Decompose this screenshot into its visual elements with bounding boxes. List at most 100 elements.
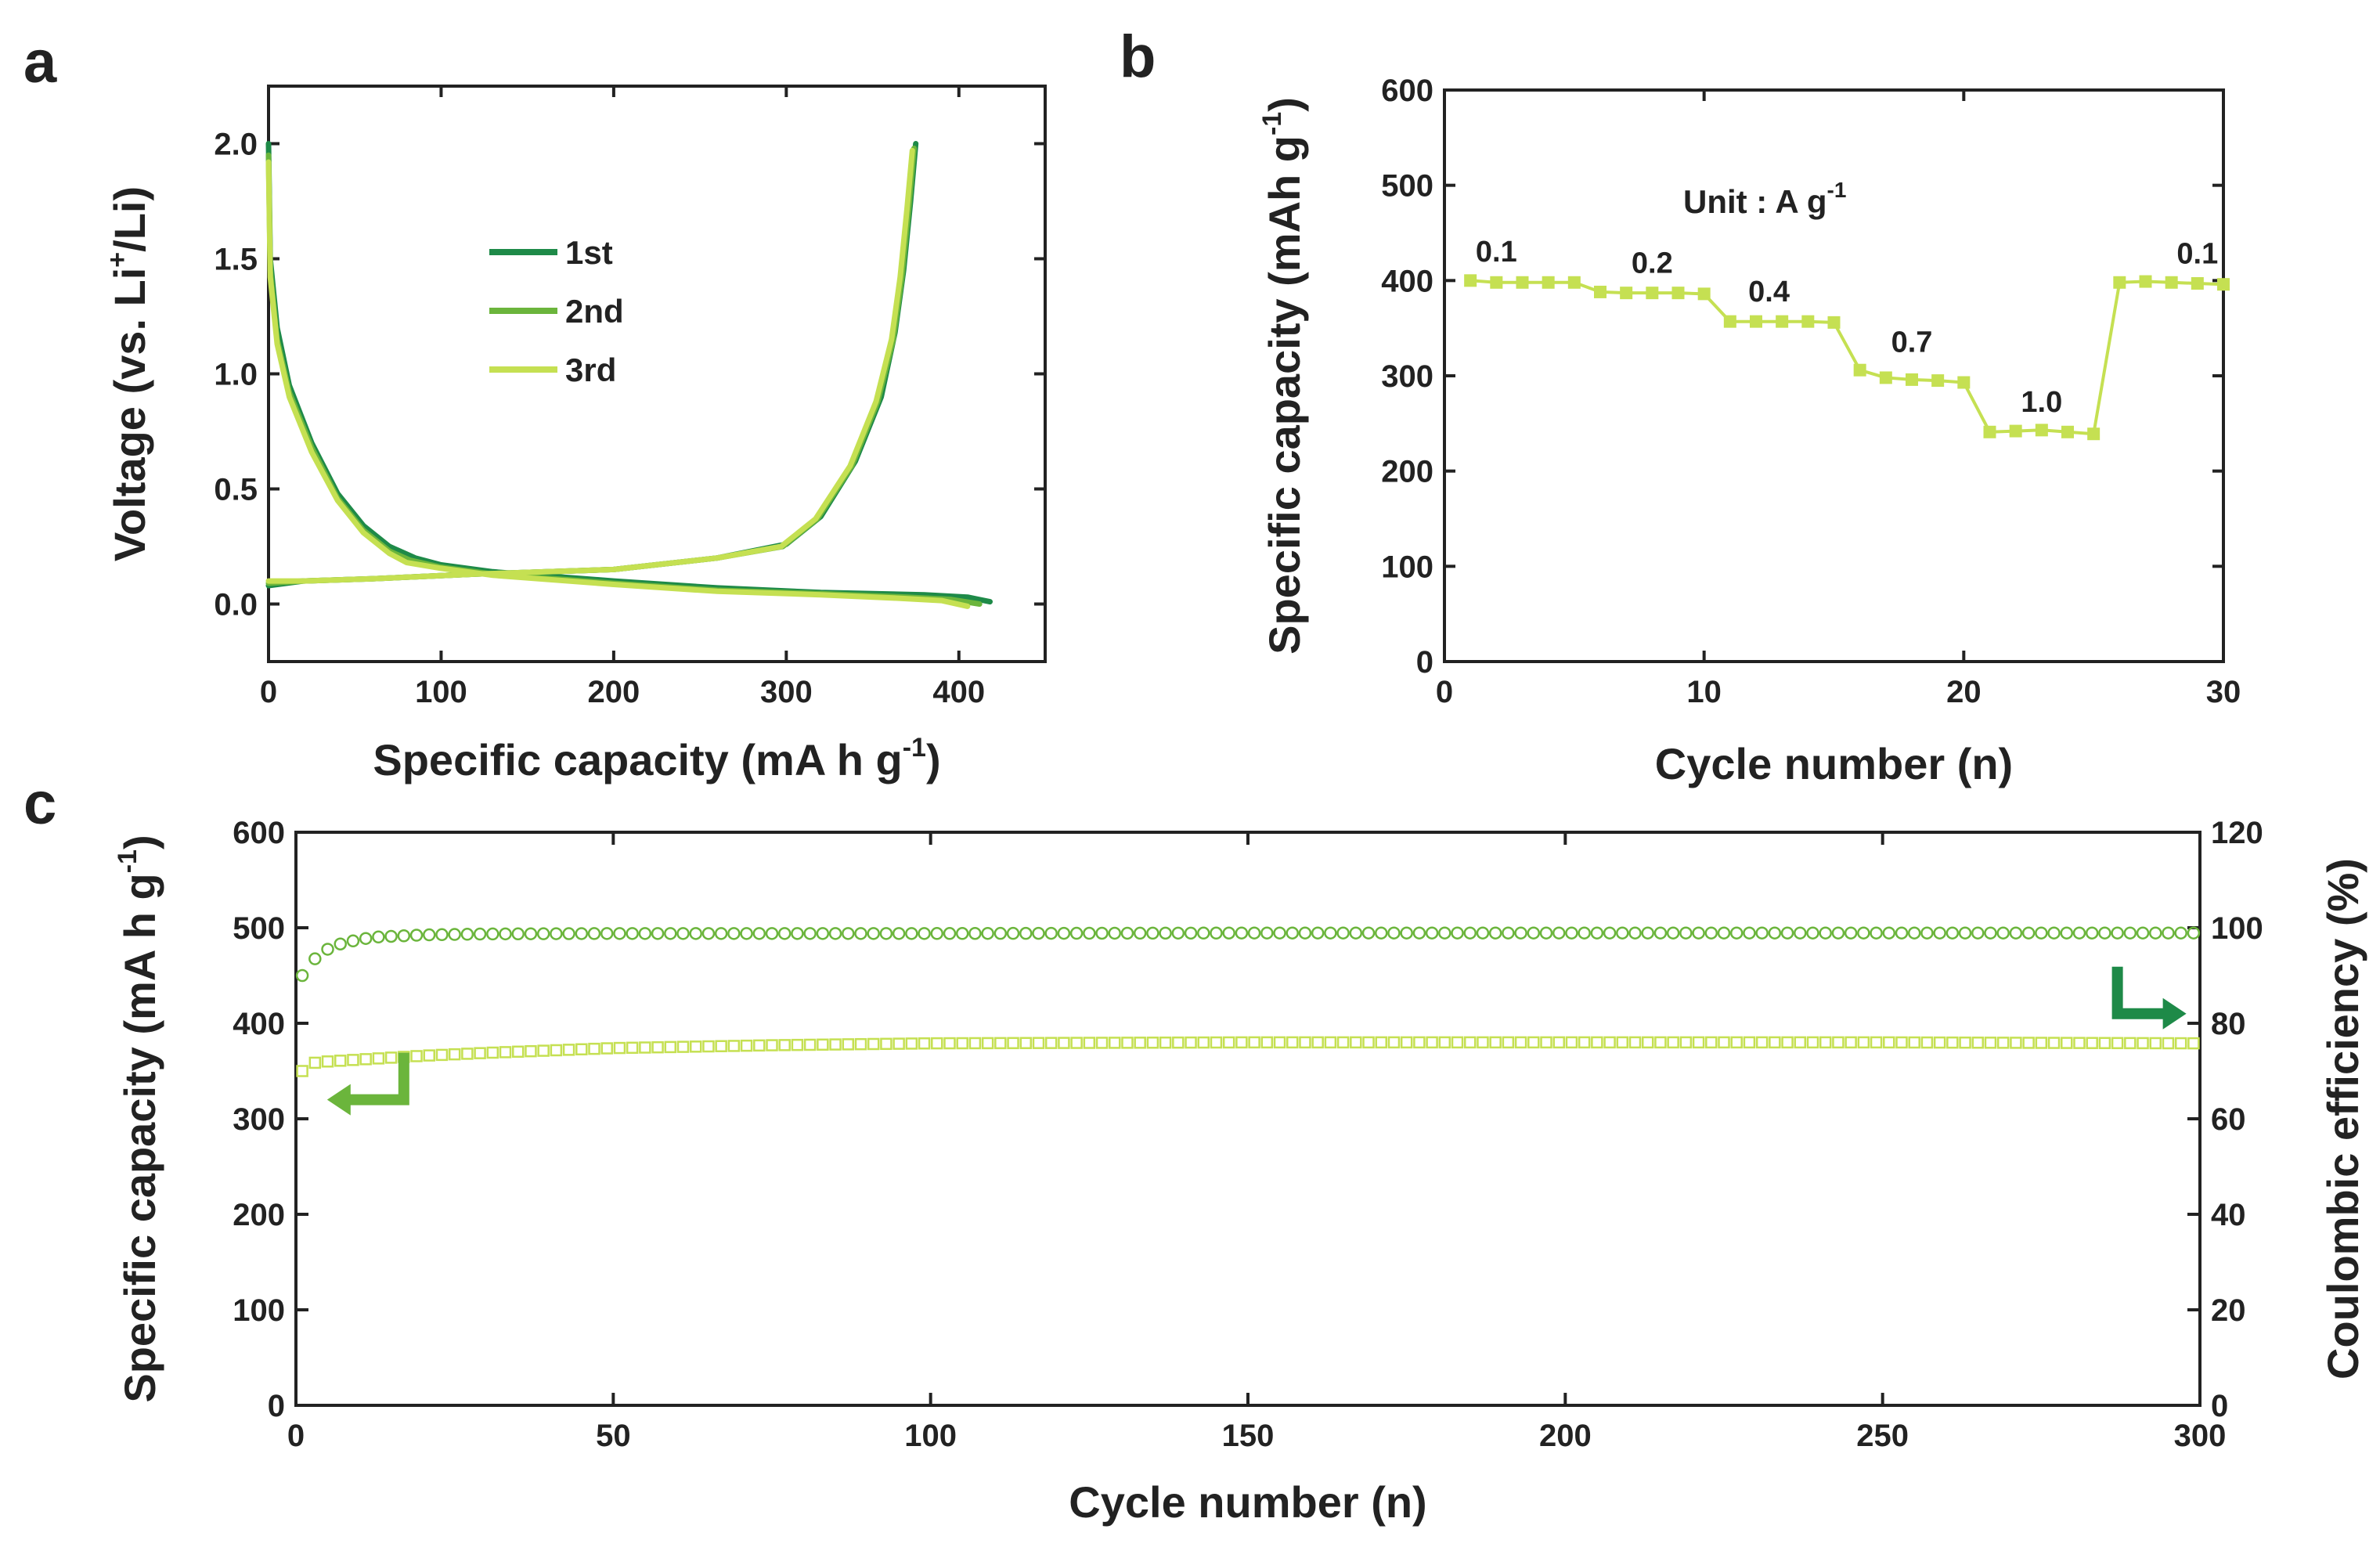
panel-c-capacity-marker: [423, 1049, 435, 1062]
panel-c-coulombic-efficiency-marker: [1184, 926, 1198, 940]
panel-c-capacity-marker: [1755, 1036, 1769, 1049]
panel-c-coulombic-efficiency-marker: [2136, 926, 2150, 939]
panel-c-capacity-marker: [626, 1041, 639, 1055]
panel-a-y-tick-label: 1.5: [214, 243, 258, 277]
panel-c-coulombic-efficiency-marker: [943, 927, 957, 940]
panel-c-coulombic-efficiency-marker: [1971, 926, 1985, 939]
panel-c-capacity-marker: [1870, 1036, 1883, 1049]
panel-b-capacity-marker: [2009, 424, 2022, 438]
panel-b-y-axis-title: Specific capacity (mAh g-1): [1257, 97, 1309, 655]
panel-c-coulombic-efficiency-marker: [1704, 926, 1718, 939]
panel-c-coulombic-efficiency-marker: [448, 928, 461, 941]
panel-c-y-tick-label: 300: [233, 1102, 285, 1137]
panel-b-capacity-marker: [1542, 276, 1555, 289]
panel-b-x-tick-label: 20: [1946, 675, 1982, 709]
panel-b-capacity-marker: [1906, 373, 1918, 386]
panel-b-capacity-marker: [1567, 276, 1581, 289]
panel-b-y-tick-label: 200: [1381, 455, 1433, 489]
panel-c-coulombic-efficiency-marker: [372, 930, 385, 944]
panel-c-coulombic-efficiency-marker: [346, 934, 360, 948]
panel-c-coulombic-efficiency-marker: [2162, 926, 2175, 939]
panel-c-coulombic-efficiency-marker: [2072, 926, 2086, 939]
panel-c-capacity-marker: [1007, 1037, 1019, 1050]
panel-a-y-axis-title-text: Voltage (vs. Li: [105, 268, 154, 561]
panel-c-capacity-marker: [511, 1045, 525, 1059]
panel-c-coulombic-efficiency-marker: [1945, 926, 1960, 939]
panel-c-capacity-marker: [1350, 1036, 1362, 1049]
panel-c-right-tick-label: 20: [2211, 1293, 2246, 1328]
panel-c-coulombic-efficiency-marker: [1374, 926, 1388, 939]
panel-c-coulombic-efficiency-marker: [1616, 926, 1629, 939]
panel-c-left-axis-arrowhead: [326, 1084, 351, 1116]
panel-c-left-axis-title-end: ): [115, 835, 164, 849]
panel-c-capacity-marker: [905, 1037, 918, 1050]
panel-c-capacity-marker: [1070, 1037, 1083, 1049]
panel-c-capacity-marker: [867, 1037, 880, 1051]
panel-c-capacity-marker: [1299, 1036, 1311, 1049]
panel-c-coulombic-efficiency-marker: [1729, 926, 1744, 939]
panel-c-capacity-marker: [1996, 1037, 2010, 1049]
panel-b-x-tick-label: 30: [2206, 675, 2241, 709]
panel-c-x-tick-label: 100: [904, 1419, 957, 1453]
panel-b-capacity-marker: [2087, 427, 2101, 441]
panel-c-capacity-marker: [435, 1048, 449, 1062]
panel-c-capacity-marker: [347, 1054, 359, 1066]
panel-c-capacity-marker: [1210, 1036, 1223, 1049]
panel-c-capacity-marker: [829, 1038, 842, 1051]
panel-c-right-axis-arrowhead: [2162, 997, 2187, 1030]
panel-c-y-tick-label: 500: [233, 911, 285, 946]
panel-b-capacity-marker: [1957, 376, 1971, 389]
panel-c-right-axis-title: Coulombic efficiency (%): [2318, 858, 2367, 1379]
panel-c-coulombic-efficiency-marker: [1032, 926, 1045, 940]
panel-b-capacity-marker: [2217, 278, 2230, 291]
panel-c-coulombic-efficiency-marker: [879, 927, 893, 940]
panel-c-left-axis-title: Specific capacity (mA h g-1): [113, 835, 164, 1402]
panel-c-coulombic-efficiency-marker: [409, 929, 424, 942]
panel-b-capacity-marker: [2191, 276, 2204, 290]
panel-c-coulombic-efficiency-marker: [1603, 926, 1617, 939]
panel-c-x-tick-label: 250: [1856, 1419, 1909, 1453]
panel-c-capacity-marker: [2061, 1037, 2073, 1049]
panel-c-capacity-marker: [651, 1040, 664, 1054]
panel-c-y-tick-label: 400: [233, 1007, 285, 1041]
panel-c-coulombic-efficiency-marker: [511, 927, 525, 941]
panel-c-capacity-marker: [1819, 1036, 1832, 1049]
panel-b-unit-annotation-superscript: -1: [1827, 178, 1847, 202]
panel-c-capacity-marker: [2010, 1037, 2022, 1049]
panel-c-coulombic-efficiency-marker: [701, 927, 716, 940]
panel-c-coulombic-efficiency-marker: [1197, 926, 1210, 940]
panel-a-series-3rd-discharge-curve: [265, 159, 971, 609]
panel-c-coulombic-efficiency-marker: [1653, 926, 1668, 939]
panel-c-right-tick-label: 120: [2211, 816, 2263, 850]
panel-c-cycling-stability-chart: 0 50 100 150 200 250 3000100200300400500600020…: [113, 816, 2367, 1527]
panel-b-unit-annotation: Unit : A g-1: [1683, 178, 1846, 220]
panel-c-coulombic-efficiency-marker: [1210, 926, 1223, 940]
panel-b-y-axis-title-end: ): [1260, 97, 1309, 112]
panel-c-right-axis-arrow: [2111, 966, 2165, 1019]
panel-c-capacity-marker: [448, 1048, 461, 1061]
panel-c-capacity-marker: [842, 1038, 855, 1051]
panel-b-capacity-marker: [1490, 276, 1503, 289]
panel-c-coulombic-efficiency-marker: [1044, 926, 1058, 940]
panel-c-capacity-marker: [968, 1037, 982, 1050]
panel-b-y-tick-label: 400: [1381, 264, 1433, 298]
panel-c-capacity-marker: [1603, 1036, 1616, 1049]
panel-a-y-axis-title: Voltage (vs. Li+/Li): [103, 186, 154, 561]
panel-b-y-tick-label: 500: [1381, 169, 1433, 204]
panel-c-coulombic-efficiency-marker: [1349, 926, 1363, 939]
panel-c-coulombic-efficiency-marker: [1743, 926, 1756, 939]
panel-c-x-tick-label: 0: [287, 1419, 305, 1453]
panel-c-capacity-marker: [1769, 1036, 1781, 1049]
panel-c-coulombic-efficiency-marker: [752, 927, 766, 940]
panel-c-coulombic-efficiency-marker: [1108, 926, 1122, 940]
panel-a-y-tick-label: 2.0: [214, 128, 258, 162]
panel-b-capacity-marker: [1801, 315, 1815, 328]
panel-c-capacity-marker: [1438, 1036, 1451, 1049]
panel-c-coulombic-efficiency-marker: [1425, 926, 1439, 939]
panel-c-coulombic-efficiency-marker: [1387, 926, 1401, 939]
panel-b-capacity-marker: [1671, 287, 1685, 300]
panel-c-coulombic-efficiency-marker: [638, 927, 652, 940]
panel-c-coulombic-efficiency-marker: [2098, 926, 2111, 939]
panel-c-capacity-marker: [956, 1037, 968, 1050]
